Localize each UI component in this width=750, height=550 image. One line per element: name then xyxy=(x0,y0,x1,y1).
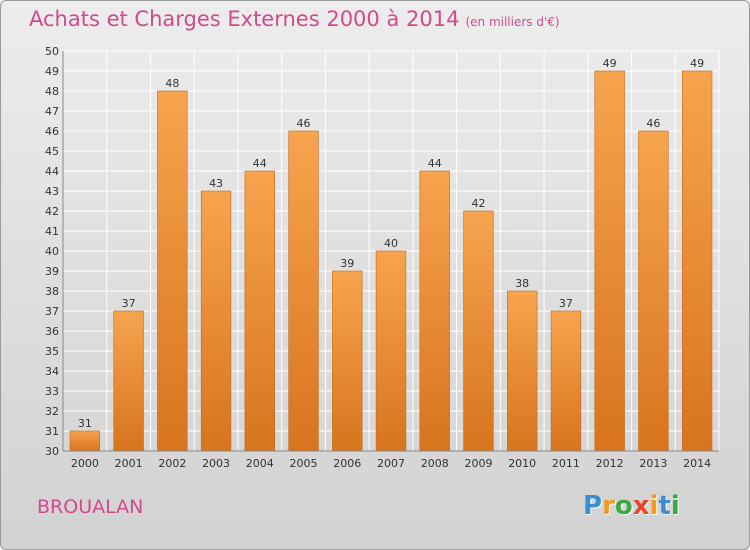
y-tick-label: 37 xyxy=(45,305,59,318)
x-tick-label: 2001 xyxy=(115,457,143,470)
y-tick-label: 36 xyxy=(45,325,59,338)
x-tick-label: 2004 xyxy=(246,457,274,470)
y-tick-label: 39 xyxy=(45,265,59,278)
x-tick-label: 2014 xyxy=(683,457,711,470)
y-tick-label: 46 xyxy=(45,125,59,138)
y-tick-label: 44 xyxy=(45,165,59,178)
x-tick-label: 2008 xyxy=(421,457,449,470)
y-tick-label: 31 xyxy=(45,425,59,438)
bar xyxy=(332,270,363,452)
data-label: 49 xyxy=(603,57,617,70)
bar xyxy=(419,170,450,452)
x-tick-label: 2013 xyxy=(639,457,667,470)
y-tick-label: 41 xyxy=(45,225,59,238)
y-tick-label: 40 xyxy=(45,245,59,258)
bar xyxy=(638,130,669,452)
data-label: 38 xyxy=(515,277,529,290)
logo-letter: P xyxy=(583,491,603,521)
x-tick-label: 2009 xyxy=(464,457,492,470)
bar xyxy=(113,310,144,452)
logo-letter: x xyxy=(632,491,650,521)
data-label: 39 xyxy=(340,257,354,270)
x-tick-label: 2010 xyxy=(508,457,536,470)
data-label: 37 xyxy=(559,297,573,310)
data-label: 46 xyxy=(646,117,660,130)
x-tick-label: 2002 xyxy=(158,457,186,470)
bar xyxy=(550,310,582,452)
logo-letter: t xyxy=(658,491,671,521)
data-label: 37 xyxy=(122,297,136,310)
bar xyxy=(681,70,713,452)
y-tick-label: 45 xyxy=(45,145,59,158)
bar-layer: 31 37 48 43 44 46 39 40 44 42 38 37 49 46 49 xyxy=(69,57,713,452)
y-tick-label: 48 xyxy=(45,85,59,98)
x-tick-label: 2003 xyxy=(202,457,230,470)
y-tick-label: 49 xyxy=(45,65,59,78)
y-tick-label: 42 xyxy=(45,205,59,218)
bar xyxy=(463,210,494,452)
logo-letter: o xyxy=(614,491,633,521)
data-label: 44 xyxy=(253,157,267,170)
axis-layer: 30 31 32 33 34 35 36 37 38 39 40 41 42 43 44 45 46 47 48 49… xyxy=(45,45,719,470)
bar xyxy=(288,130,319,452)
y-tick-label: 47 xyxy=(45,105,59,118)
bar xyxy=(375,250,407,452)
x-tick-label: 2006 xyxy=(333,457,361,470)
data-label: 48 xyxy=(165,77,179,90)
chart-title: Achats et Charges Externes 2000 à 2014 (e… xyxy=(29,7,560,31)
y-tick-label: 38 xyxy=(45,285,59,298)
x-tick-label: 2000 xyxy=(71,457,99,470)
y-tick-label: 30 xyxy=(45,445,59,458)
data-label: 43 xyxy=(209,177,223,190)
y-tick-label: 34 xyxy=(45,365,59,378)
data-label: 49 xyxy=(690,57,704,70)
bar xyxy=(200,190,232,452)
logo-letter: i xyxy=(649,491,659,521)
y-tick-label: 50 xyxy=(45,45,59,58)
bar xyxy=(594,70,625,452)
bar xyxy=(69,430,101,452)
y-tick-label: 43 xyxy=(45,185,59,198)
y-tick-label: 35 xyxy=(45,345,59,358)
data-label: 44 xyxy=(428,157,442,170)
x-tick-label: 2011 xyxy=(552,457,580,470)
data-label: 46 xyxy=(297,117,311,130)
data-label: 31 xyxy=(78,417,92,430)
bar xyxy=(507,290,538,452)
y-tick-label: 32 xyxy=(45,405,59,418)
title-text: Achats et Charges Externes 2000 à 2014 xyxy=(29,7,460,31)
proxiti-logo: Proxiti xyxy=(583,491,680,521)
x-tick-label: 2005 xyxy=(290,457,318,470)
x-tick-label: 2007 xyxy=(377,457,405,470)
logo-letter: i xyxy=(670,491,680,521)
x-tick-label: 2012 xyxy=(596,457,624,470)
bar xyxy=(244,170,275,452)
commune-name: BROUALAN xyxy=(37,496,144,518)
data-label: 42 xyxy=(471,197,485,210)
y-tick-label: 33 xyxy=(45,385,59,398)
chart-subtitle: (en milliers d'€) xyxy=(465,15,560,29)
data-label: 40 xyxy=(384,237,398,250)
bar xyxy=(157,90,188,452)
logo-letter: r xyxy=(602,491,615,521)
